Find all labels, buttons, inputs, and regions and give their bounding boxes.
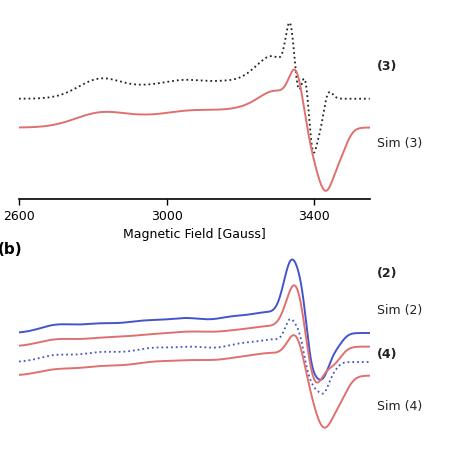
X-axis label: Magnetic Field [Gauss]: Magnetic Field [Gauss] (123, 228, 266, 241)
Text: (2): (2) (377, 267, 397, 280)
Text: (3): (3) (377, 60, 397, 73)
Text: (4): (4) (377, 348, 397, 361)
Text: Sim (2): Sim (2) (377, 304, 422, 317)
Text: Sim (4): Sim (4) (377, 400, 422, 413)
Text: (b): (b) (0, 242, 23, 257)
Text: Sim (3): Sim (3) (377, 137, 422, 150)
